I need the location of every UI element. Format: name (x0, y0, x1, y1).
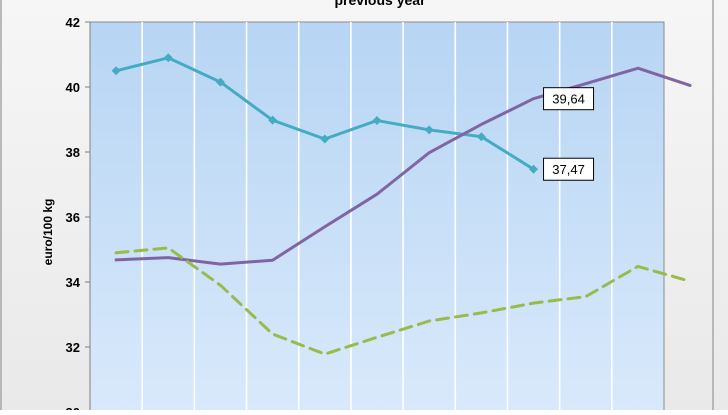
y-tick-label: 32 (66, 340, 80, 355)
data-point-marker (424, 125, 434, 135)
y-tick-label: 40 (66, 80, 80, 95)
series-markers (111, 53, 539, 174)
y-tick-label: 34 (66, 275, 81, 290)
y-axis-label: euro/100 kg (41, 199, 55, 266)
data-point-marker (372, 115, 382, 125)
series-line-1 (114, 66, 692, 266)
data-point-marker (476, 132, 486, 142)
data-label-box (543, 157, 595, 181)
chart-title: previous year (334, 0, 426, 8)
data-label: 39,64 (552, 92, 585, 107)
series-line-2 (114, 246, 692, 356)
plot-area (89, 21, 665, 413)
data-point-marker (320, 134, 330, 144)
data-label: 37,47 (552, 162, 585, 177)
y-tick-label: 30 (66, 405, 80, 410)
grid-lines (141, 22, 613, 412)
y-tick-label: 42 (66, 15, 80, 30)
data-labels: 37,47 39,64 (543, 87, 595, 181)
data-label-box (543, 87, 595, 111)
data-point-marker (268, 115, 278, 125)
data-point-marker (163, 53, 173, 63)
y-tick-label: 36 (66, 210, 80, 225)
data-point-marker (215, 77, 225, 87)
y-tick-label: 38 (66, 145, 80, 160)
data-point-marker (111, 66, 121, 76)
data-point-marker (529, 164, 539, 174)
